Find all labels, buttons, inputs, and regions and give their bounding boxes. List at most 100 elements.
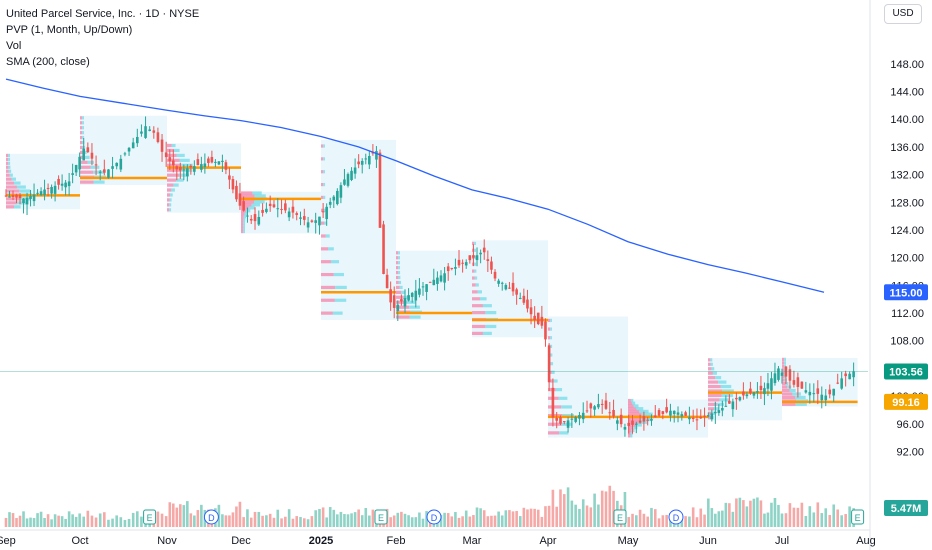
profile-bar-down [6,157,9,161]
candle-down [196,159,200,166]
profile-bar-down [241,191,253,195]
profile-bar-up [334,298,347,302]
candle-up [500,282,504,284]
profile-bar-down [396,270,399,275]
volume-bar [638,509,642,527]
volume-bar [172,503,175,527]
candle-up [436,277,439,284]
candle-down [385,274,389,289]
candle-down [788,369,792,381]
candle-down [589,403,593,409]
profile-bar-up [248,206,255,210]
volume-bar [608,485,612,527]
earnings-marker-icon[interactable] [613,509,627,525]
profile-bar-up [794,395,806,400]
volume-bar [336,514,339,527]
candle-up [127,147,131,152]
earnings-marker-icon[interactable] [143,509,157,525]
y-tick-label: 128.00 [890,197,924,209]
volume-bar [551,489,555,527]
volume-bar [627,517,631,527]
profile-bar-down [396,295,404,299]
volume-bar [773,497,777,527]
price-badge-poc [884,393,928,410]
volume-bar [749,500,752,527]
volume-bar [604,491,608,527]
volume-bar [368,515,371,527]
candle-up [820,394,824,401]
candle-down [284,203,287,211]
candle-up [328,201,332,205]
volume-bar [515,511,518,527]
profile-bar-up [550,318,553,323]
profile-bar-down [628,407,637,411]
volume-bar [295,516,299,527]
candle-up [780,372,784,376]
candle-up [82,148,86,161]
profile-bar-down [708,416,712,420]
volume-bar [350,513,353,527]
indicator-vol[interactable]: Vol [6,40,22,52]
volume-bar [728,503,731,527]
indicator-sma[interactable]: SMA (200, close) [6,56,90,68]
volume-bar [140,516,143,527]
candle-up [182,169,186,171]
profile-bar-down [708,362,711,366]
candle-down [224,162,228,170]
candle-down [642,416,646,422]
candle-down [533,315,536,320]
profile-bar-up [398,275,401,280]
profile-bar-up [795,402,807,406]
profile-bar-up [323,195,326,200]
profile-bar-down [628,401,632,405]
volume-bar [98,513,102,527]
dividend-marker-icon[interactable] [203,509,219,525]
x-tick-label: Nov [157,535,177,547]
candle-up [676,412,680,415]
profile-bar-up [8,165,11,169]
candle-up [616,420,619,424]
volume-bar [410,517,414,527]
candle-up [350,170,353,180]
candle-up [745,394,749,397]
currency-button[interactable]: USD [884,4,922,24]
candle-up [332,196,336,201]
volume-bar [522,507,526,527]
volume-bar [29,517,32,527]
candle-down [357,161,360,165]
volume-bar [759,500,763,527]
candle-down [210,156,214,163]
volume-bar [777,504,780,527]
profile-bar-down [628,431,631,435]
earnings-marker-icon[interactable] [851,509,865,525]
profile-bar-up [254,200,265,204]
profile-bar-up [243,218,246,222]
volume-bar [578,508,581,527]
volume-bar [268,513,272,527]
price-badge-label: 103.56 [889,366,923,378]
profile-bar-down [6,205,15,209]
candle-down [238,193,242,206]
volume-bar [840,515,843,527]
volume-bar [221,514,224,527]
dividend-marker-icon[interactable] [426,509,442,525]
profile-bar-down [6,165,9,169]
indicator-pvp[interactable]: PVP (1, Month, Up/Down) [6,24,133,36]
earnings-marker-icon[interactable] [374,509,388,525]
x-tick-label: Aug [856,535,876,547]
profile-bar-up [398,266,401,270]
profile-bar-down [396,315,410,319]
volume-bar [665,514,668,527]
dividend-marker-icon[interactable] [668,509,684,525]
profile-bar-up [14,205,21,209]
profile-bar-down [80,170,94,174]
candle-down [46,187,50,189]
candle-down [555,417,558,421]
profile-bar-down [548,413,563,418]
profile-bar-down [472,331,483,335]
volume-bar [763,513,766,527]
candle-down [175,166,179,170]
profile-bar-down [708,380,719,384]
candle-up [710,413,714,420]
